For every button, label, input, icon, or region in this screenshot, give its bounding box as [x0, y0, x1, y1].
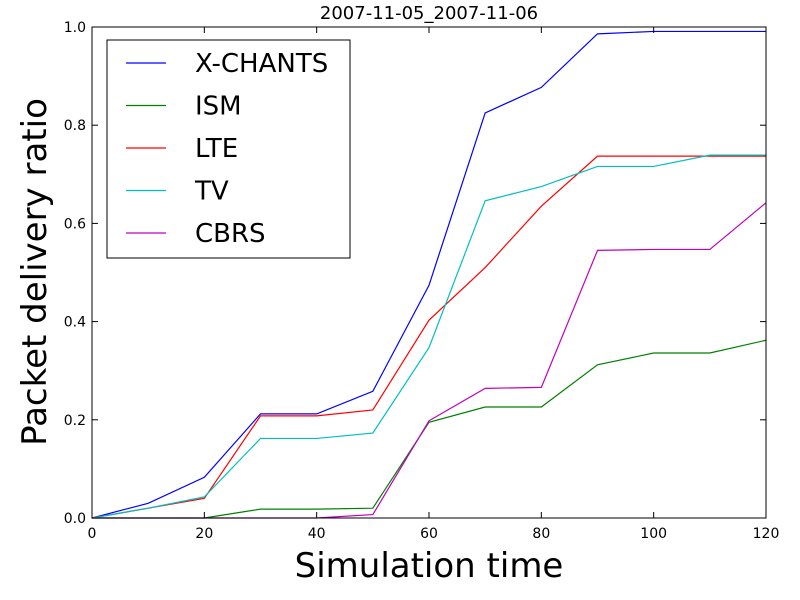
x-tick-label-5: 100 — [640, 526, 667, 542]
series-line-2 — [91, 155, 766, 519]
legend-label-4: CBRS — [195, 219, 266, 249]
legend-label-1: ISM — [195, 92, 242, 122]
x-tick-label-6: 120 — [753, 526, 780, 542]
y-tick-label-1: 0.2 — [64, 413, 86, 429]
legend-label-3: TV — [194, 177, 229, 207]
y-tick-label-2: 0.4 — [64, 315, 86, 331]
series-line-3 — [91, 154, 766, 519]
plot-frame — [91, 26, 767, 519]
chart-title: 2007-11-05_2007-11-06 — [320, 3, 538, 24]
legend: X-CHANTS ISM LTE TV CBRS — [106, 39, 351, 259]
y-tick-label-0: 0.0 — [64, 511, 86, 527]
y-tick-label-5: 1.0 — [64, 20, 86, 36]
y-axis-title: Packet delivery ratio — [15, 98, 55, 446]
x-tick-label-1: 20 — [195, 526, 213, 542]
x-tick-label-2: 40 — [308, 526, 326, 542]
ticks-layer: 0 20 40 60 80 100 120 0.0 0.2 0.4 0.6 0.8 1.0 — [64, 20, 780, 542]
x-tick-label-0: 0 — [88, 526, 97, 542]
x-tick-label-4: 80 — [532, 526, 550, 542]
legend-box — [106, 39, 351, 259]
legend-label-2: LTE — [195, 134, 238, 164]
series-line-1 — [92, 339, 767, 519]
y-tick-label-3: 0.6 — [64, 216, 86, 232]
x-tick-label-3: 60 — [420, 526, 438, 542]
x-axis-title: Simulation time — [295, 546, 564, 586]
legend-label-0: X-CHANTS — [195, 49, 328, 79]
y-tick-label-4: 0.8 — [64, 118, 86, 134]
